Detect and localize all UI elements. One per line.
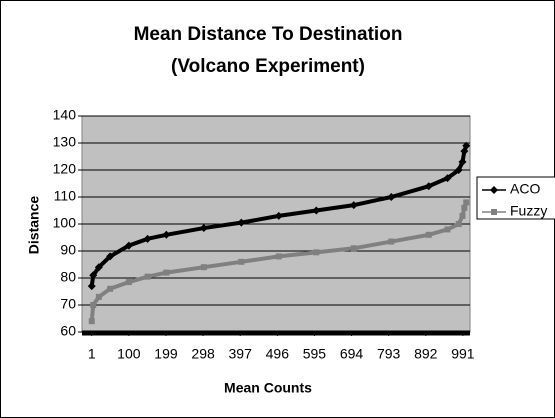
point xyxy=(312,206,321,215)
chart-subtitle: (Volcano Experiment) xyxy=(171,56,365,77)
x-tick-label: 100 xyxy=(117,346,141,362)
point xyxy=(274,211,283,220)
y-tick-label: 90 xyxy=(60,242,76,258)
y-tick-label: 120 xyxy=(53,161,77,177)
y-tick-label: 140 xyxy=(53,107,77,123)
point xyxy=(89,271,98,280)
x-tick-label: 496 xyxy=(266,346,290,362)
point xyxy=(94,263,103,272)
point xyxy=(490,186,498,194)
point xyxy=(463,199,470,206)
x-tick-label: 298 xyxy=(191,346,215,362)
point xyxy=(461,204,468,211)
legend-label: Fuzzy xyxy=(510,203,547,219)
point xyxy=(143,234,152,243)
point xyxy=(163,269,170,276)
point xyxy=(200,264,207,271)
x-tick-label: 595 xyxy=(303,346,327,362)
point xyxy=(275,253,282,260)
x-tick-label: 892 xyxy=(414,346,438,362)
point xyxy=(124,241,133,250)
point xyxy=(144,273,151,280)
point xyxy=(106,252,115,261)
point xyxy=(199,224,208,233)
y-axis-title: Distance xyxy=(26,196,42,255)
point xyxy=(387,193,396,201)
y-tick-label: 60 xyxy=(60,323,76,339)
x-tick-label: 397 xyxy=(229,346,253,362)
point xyxy=(425,231,432,238)
point xyxy=(459,212,466,219)
y-tick-label: 110 xyxy=(54,188,77,204)
x-tick-label: 991 xyxy=(451,346,475,362)
point xyxy=(349,201,358,210)
point xyxy=(90,302,97,308)
point xyxy=(491,209,497,215)
point xyxy=(424,182,433,191)
point xyxy=(125,279,132,286)
point xyxy=(458,157,467,166)
point xyxy=(87,282,96,291)
y-tick-label: 80 xyxy=(60,269,76,285)
point xyxy=(454,166,463,174)
point xyxy=(462,141,471,150)
legend-label: ACO xyxy=(510,181,540,197)
point xyxy=(237,218,246,227)
x-tick-label: 793 xyxy=(377,346,401,362)
y-tick-label: 100 xyxy=(53,215,77,231)
x-tick-label: 694 xyxy=(340,346,364,362)
y-tick-label: 130 xyxy=(53,134,77,150)
point xyxy=(350,245,357,252)
x-axis-title: Mean Counts xyxy=(224,380,312,396)
point xyxy=(238,258,245,265)
chart-title: Mean Distance To Destination xyxy=(134,24,403,45)
point xyxy=(455,221,462,227)
point xyxy=(388,238,395,245)
x-tick-label: 1 xyxy=(88,346,96,362)
point xyxy=(444,226,451,233)
point xyxy=(107,285,114,292)
point xyxy=(88,318,95,325)
y-tick-label: 70 xyxy=(60,296,76,312)
point xyxy=(95,293,102,300)
point xyxy=(162,230,171,239)
x-tick-label: 199 xyxy=(154,346,178,362)
point xyxy=(443,174,452,183)
point xyxy=(313,249,320,256)
